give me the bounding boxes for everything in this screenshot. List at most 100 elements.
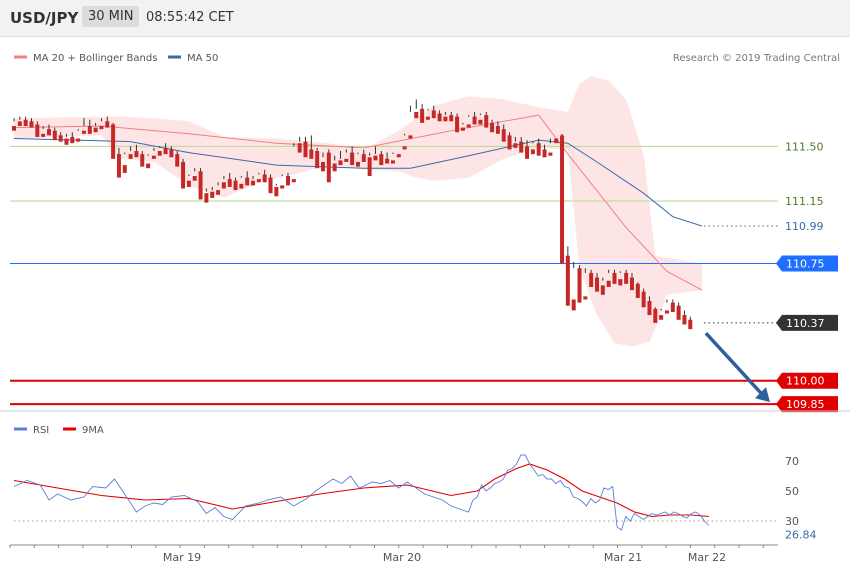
candle xyxy=(163,143,168,155)
candle xyxy=(414,99,419,119)
candle xyxy=(64,133,69,145)
candle-body xyxy=(676,305,681,320)
candle xyxy=(437,110,442,122)
candle xyxy=(635,282,640,298)
candle xyxy=(682,310,687,325)
candle xyxy=(262,169,267,183)
level-tag xyxy=(776,396,838,413)
candlesticks xyxy=(12,99,693,330)
candle xyxy=(35,121,40,137)
projection-arrow-head xyxy=(755,387,770,403)
candle xyxy=(449,111,454,122)
candle xyxy=(402,133,407,150)
candle-body xyxy=(484,115,489,128)
candle xyxy=(361,149,366,162)
candle xyxy=(146,154,151,169)
candle-body xyxy=(635,283,640,298)
candle xyxy=(385,152,390,164)
candle-body xyxy=(286,176,291,186)
candle xyxy=(233,177,238,191)
chart-header: USD/JPY 30 MIN 08:55:42 CET xyxy=(0,0,850,37)
candle-body xyxy=(338,160,343,166)
level-tag xyxy=(776,372,838,389)
candle xyxy=(181,158,186,189)
candle xyxy=(29,118,34,128)
candle-body xyxy=(64,138,69,145)
candle-body xyxy=(402,146,407,150)
candle xyxy=(443,111,448,122)
candle xyxy=(600,277,605,295)
candle-body xyxy=(373,155,378,161)
candle xyxy=(315,147,320,169)
candle-body xyxy=(344,158,349,162)
candle-body xyxy=(367,157,372,177)
candle-body xyxy=(233,180,238,191)
candle-body xyxy=(437,113,442,122)
candle xyxy=(577,265,582,303)
candle xyxy=(472,111,477,125)
candle-body xyxy=(29,121,34,128)
candle xyxy=(128,146,133,159)
candle xyxy=(589,269,594,287)
interval-selector[interactable]: 30 MIN xyxy=(82,6,140,27)
candle-body xyxy=(146,163,151,169)
price-axis-labels: 111.50 111.15 110.99 110.75 110.37 110.00 109.… xyxy=(776,140,838,413)
candle-body xyxy=(536,143,541,156)
candle-body xyxy=(140,154,145,167)
level-label-111.15: 111.15 xyxy=(785,195,824,208)
candle xyxy=(116,147,121,178)
candle xyxy=(291,143,296,183)
candle xyxy=(379,151,384,166)
candle-body xyxy=(379,154,384,166)
candle-body xyxy=(268,177,273,194)
candle-body xyxy=(221,182,226,189)
candle-body xyxy=(245,177,250,186)
candle xyxy=(338,151,343,166)
rsi-ma-legend-label: 9MA xyxy=(82,425,104,436)
candle xyxy=(151,147,156,159)
candle-body xyxy=(128,154,133,159)
candle xyxy=(256,172,261,183)
candle-body xyxy=(659,315,664,320)
level-text: 110.75 xyxy=(786,258,825,271)
candle-body xyxy=(688,319,693,330)
candle-body xyxy=(70,136,75,144)
price-levels xyxy=(10,145,778,406)
candle-body xyxy=(641,291,646,308)
candle xyxy=(583,268,588,300)
candle-body xyxy=(52,130,57,141)
candle-body xyxy=(554,138,559,144)
ma50-line xyxy=(13,138,703,227)
candle-body xyxy=(548,152,553,156)
candle-body xyxy=(134,151,139,158)
candle-body xyxy=(682,315,687,325)
candle xyxy=(420,104,425,123)
candle-body xyxy=(76,138,81,142)
candle xyxy=(12,118,16,131)
ma20-legend-label: MA 20 + Bollinger Bands xyxy=(33,53,157,64)
time-tick-label: Mar 19 xyxy=(163,551,201,564)
candle xyxy=(460,122,465,131)
candle-body xyxy=(297,143,302,153)
rsi-tick-50: 50 xyxy=(785,485,799,498)
timestamp-label: 08:55:42 CET xyxy=(146,10,234,25)
candle xyxy=(664,299,669,314)
candle-body xyxy=(618,279,623,286)
candle xyxy=(23,116,28,127)
level-text: 110.99 xyxy=(785,220,824,233)
candle-body xyxy=(420,108,425,123)
price-legend: MA 20 + Bollinger Bands MA 50 xyxy=(14,53,218,64)
candle xyxy=(373,146,378,161)
candle xyxy=(425,108,430,120)
candle xyxy=(70,132,75,144)
candle xyxy=(560,133,565,264)
candle xyxy=(175,151,180,167)
candle xyxy=(320,152,325,172)
candle xyxy=(490,119,495,133)
candle-body xyxy=(583,296,588,300)
candle xyxy=(612,269,617,284)
candle-body xyxy=(501,129,506,142)
candle-body xyxy=(571,299,576,311)
candle xyxy=(169,146,174,158)
